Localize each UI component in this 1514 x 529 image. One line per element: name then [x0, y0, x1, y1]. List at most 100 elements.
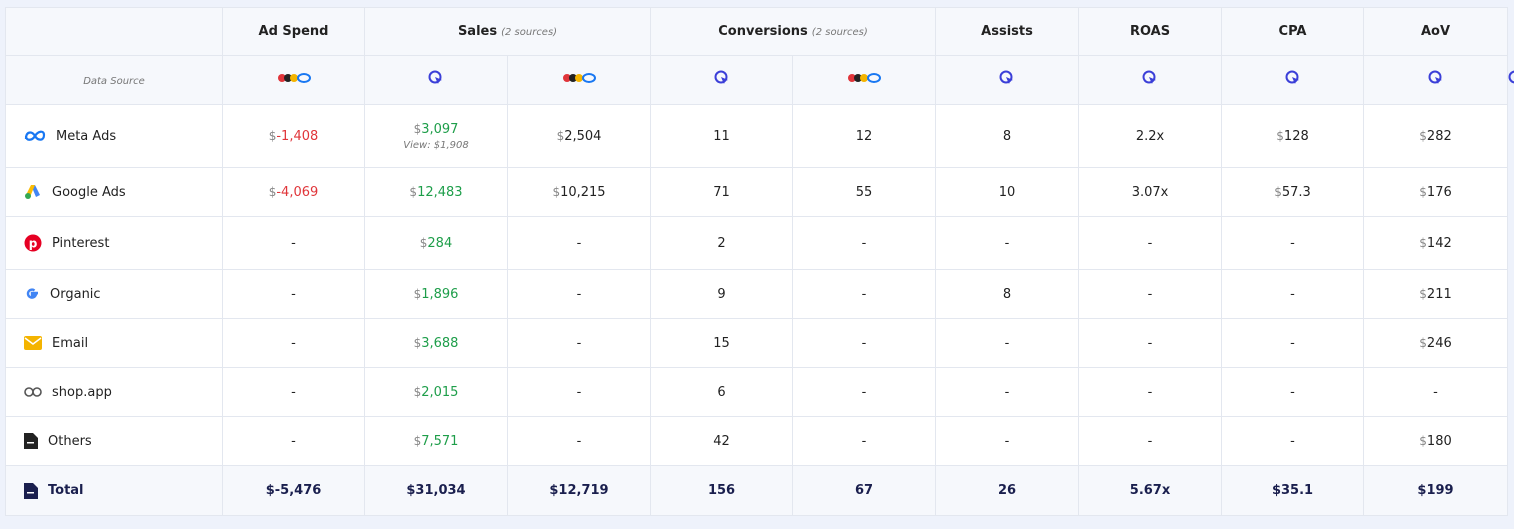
metric-amount: 57.3: [1281, 184, 1311, 200]
total-cell: 156: [650, 465, 794, 516]
total-value: 67: [854, 483, 874, 498]
currency-unit: $: [1274, 184, 1282, 199]
metric-value: -: [576, 286, 582, 302]
column-title: Conversions: [718, 24, 808, 39]
metric-cell: $2,015: [364, 367, 508, 417]
metric-cell: -: [792, 416, 937, 466]
metric-value: 9: [717, 286, 726, 302]
metric-cell: -: [222, 216, 365, 270]
metric-cell: -: [222, 416, 365, 466]
metric-cell: 12: [792, 104, 937, 168]
metric-line: $-1,408: [223, 129, 364, 144]
channel-name: Organic: [50, 286, 101, 302]
metric-line: $284: [365, 236, 507, 251]
column-title: AoV: [1420, 24, 1451, 39]
metric-value: 2.2x: [1135, 128, 1165, 144]
channel-label: Email: [5, 318, 223, 368]
total-cell: $-5,476: [222, 465, 365, 516]
metric-note: View: $1,908: [403, 139, 469, 151]
metric-cell: -: [506, 269, 652, 319]
metric-cell: 2: [650, 216, 794, 270]
metric-amount: 10,215: [560, 184, 606, 200]
metric-cell: 2.2x: [1078, 104, 1223, 168]
metric-value: -: [1004, 235, 1010, 251]
total-cell: $31,034: [364, 465, 508, 516]
metric-value: 8: [1002, 128, 1012, 144]
source-icon: [222, 55, 365, 105]
metric-amount: 12,483: [417, 184, 463, 200]
metric-line: $57.3: [1222, 185, 1363, 200]
channel-row: Email - $3,688 - 15 - - - - $246: [5, 318, 1509, 368]
metric-line: $3,688: [365, 336, 507, 351]
currency-unit: $: [556, 128, 565, 143]
metric-value: -: [291, 433, 296, 449]
currency-unit: $: [413, 286, 422, 301]
metric-value: -: [1290, 235, 1295, 251]
channel-label: Google Ads: [5, 167, 223, 217]
source-icon: [1363, 55, 1509, 105]
source-icon: [1221, 55, 1365, 105]
metric-cell: -: [222, 269, 365, 319]
metric-line: $246: [1364, 336, 1507, 351]
source-icon: [935, 55, 1080, 105]
metric-value: -: [291, 235, 296, 251]
metric-cell: -: [792, 367, 937, 417]
source-icon: [792, 55, 937, 105]
metric-cell: 6: [650, 367, 794, 417]
total-value: 156: [707, 483, 736, 498]
metric-value: 55: [855, 184, 873, 200]
metric-cell: $57.3: [1221, 167, 1365, 217]
channel-label: Meta Ads: [5, 104, 223, 168]
channel-name: Email: [52, 335, 89, 351]
metric-amount: 1,896: [421, 286, 459, 302]
metric-cell: -: [792, 216, 937, 270]
source-icon: [506, 55, 652, 105]
metric-cell: $7,571: [364, 416, 508, 466]
currency-unit: $: [413, 335, 422, 350]
data-source-label: Data Source: [5, 55, 223, 105]
metric-amount: 2,504: [564, 128, 602, 144]
metric-cell: -: [792, 318, 937, 368]
currency-unit: $: [409, 184, 418, 199]
channel-name: Google Ads: [52, 184, 126, 200]
channel-row: Meta Ads $-1,408 $3,097 View: $1,908 $2,504 1…: [5, 104, 1509, 168]
metric-cell: 11: [650, 104, 794, 168]
total-cell: 67: [792, 465, 937, 516]
metric-cell: -: [1078, 367, 1223, 417]
metric-cell: -: [506, 318, 652, 368]
total-value: $12,719: [549, 483, 609, 498]
metric-cell: -: [1221, 367, 1365, 417]
metric-amount: 180: [1426, 433, 1452, 449]
metric-cell: -: [935, 367, 1080, 417]
channel-row: p Pinterest - $284 - 2 - - - - $142: [5, 216, 1509, 270]
source-icon: [364, 55, 508, 105]
header-row: Ad Spend Sales (2 sources) Conversions (2 so…: [5, 7, 1509, 56]
column-note: (2 sources): [501, 27, 558, 38]
total-cell: 5.67x: [1078, 465, 1223, 516]
metric-value: -: [1290, 286, 1295, 302]
metric-amount: -1,408: [276, 128, 319, 144]
channel-row: Organic - $1,896 - 9 - 8 - - $211: [5, 269, 1509, 319]
metric-line: $-4,069: [223, 185, 364, 200]
metric-amount: 128: [1283, 128, 1309, 144]
metric-line: $176: [1364, 185, 1507, 200]
column-header: ROAS: [1078, 7, 1223, 56]
data-source-text: Data Source: [83, 75, 145, 87]
metric-amount: 211: [1426, 286, 1452, 302]
metric-cell: $282: [1363, 104, 1509, 168]
metric-cell: $3,688: [364, 318, 508, 368]
metric-value: -: [291, 286, 296, 302]
channel-row: Others - $7,571 - 42 - - - - $180: [5, 416, 1509, 466]
metric-cell: -: [1078, 416, 1223, 466]
metric-value: -: [1004, 384, 1010, 400]
currency-unit: $: [1419, 235, 1427, 250]
metric-line: $142: [1364, 236, 1507, 251]
metric-value: -: [576, 433, 582, 449]
metric-line: $2,504: [508, 129, 650, 144]
metric-value: -: [1147, 335, 1153, 351]
channel-label: p Pinterest: [5, 216, 223, 270]
total-name: Total: [48, 483, 84, 498]
metric-value: -: [1290, 384, 1295, 400]
metric-cell: -: [1078, 216, 1223, 270]
